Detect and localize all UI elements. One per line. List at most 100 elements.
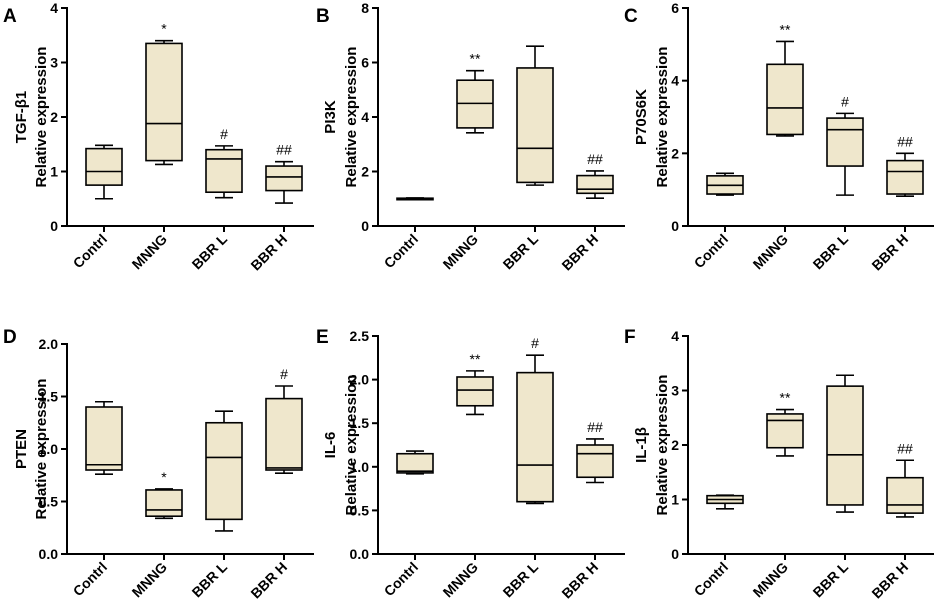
x-tick-label: BBR H [868,559,911,602]
y-axis-title: IL-1β [633,427,650,463]
box-mnng: ** [456,351,494,416]
box-contrl [85,144,123,200]
x-tick-label: MNNG [440,231,482,273]
box-bbr-l [205,410,243,532]
box-bbr-l: # [826,93,864,196]
significance-marker: ## [587,151,603,167]
y-axis-label: Relative expression [654,375,671,516]
significance-marker: # [841,93,849,109]
y-tick-label: 1.0 [39,441,59,457]
x-tick-label: BBR L [500,230,542,272]
iqr-box [456,376,494,407]
x-tick-label: BBR L [500,558,542,600]
significance-marker: ## [587,419,603,435]
y-tick-label: 8 [361,0,369,16]
panel-letter: F [624,327,636,348]
significance-marker: ** [470,51,481,67]
iqr-box [576,174,614,195]
y-tick-label: 2 [671,437,679,453]
significance-marker: * [161,21,167,37]
iqr-box [766,413,804,449]
y-tick-label: 3 [50,55,58,71]
y-tick-label: 4 [671,328,679,344]
y-tick-label: 2 [361,164,369,180]
panel-a: A TGF-β1 Relative expression 0 1 2 3 4 Contrl * MN… [3,0,314,273]
y-tick-label: 1 [50,164,58,180]
box-contrl [85,400,123,476]
iqr-box [826,117,864,167]
box-bbr-l: # [205,126,243,199]
x-tick-label: Contrl [70,231,110,271]
iqr-box [826,385,864,506]
y-tick-label: 0.5 [350,502,370,518]
x-tick-label: BBR L [189,230,231,272]
x-tick-label: BBR L [810,558,852,600]
y-tick-label: 1.5 [350,415,370,431]
y-axis-title: PI3K [322,100,339,134]
y-tick-label: 0 [671,218,679,234]
panel-letter: B [316,6,330,27]
y-tick-label: 4 [50,0,58,16]
x-tick-label: BBR H [558,231,601,274]
y-axis-label: Relative expression [343,47,360,188]
y-tick-label: 0 [361,218,369,234]
box-mnng: ** [766,21,804,137]
significance-marker: ** [470,351,481,367]
y-axis-title: TGF-β1 [13,91,30,144]
box-contrl [396,197,434,201]
iqr-box [516,371,554,503]
y-axis-label: Relative expression [343,375,360,516]
x-tick-label: BBR L [189,558,231,600]
y-tick-label: 0.0 [350,546,370,562]
x-tick-label: Contrl [381,231,421,271]
box-mnng: ** [456,51,494,134]
panel-letter: D [3,327,17,348]
box-mnng: * [145,21,183,166]
iqr-box [576,444,614,479]
box-bbr-l [516,45,554,186]
x-tick-label: Contrl [691,231,731,271]
significance-marker: # [531,335,539,351]
significance-marker: ** [780,390,791,406]
y-tick-label: 3 [671,383,679,399]
significance-marker: # [280,366,288,382]
iqr-box [145,42,183,162]
y-tick-label: 0.5 [39,494,59,510]
y-tick-label: 4 [671,73,679,89]
y-tick-label: 6 [671,0,679,16]
x-tick-label: Contrl [70,559,110,599]
iqr-box [516,67,554,184]
y-tick-label: 0 [671,546,679,562]
y-axis-label: Relative expression [33,379,50,520]
iqr-box [85,406,123,471]
box-bbr-h: ## [886,440,924,518]
y-tick-label: 6 [361,55,369,71]
x-tick-label: MNNG [750,559,792,601]
panel-letter: C [624,6,638,27]
y-tick-label: 4 [361,109,369,125]
iqr-box [205,421,243,521]
panel-c: C P70S6K Relative expression 0 2 4 6 Contrl ** MN… [624,0,934,273]
y-axis-title: P70S6K [633,89,650,145]
panel-letter: A [3,6,17,27]
y-axis-title: PTEN [13,429,30,469]
y-tick-label: 0.0 [39,546,59,562]
significance-marker: * [161,469,167,485]
box-bbr-h: ## [886,133,924,198]
significance-marker: # [220,126,228,142]
box-contrl [396,450,434,475]
box-mnng: ** [766,390,804,457]
significance-marker: ** [780,21,791,37]
box-bbr-h: ## [576,151,614,200]
box-bbr-h: # [265,366,303,474]
x-tick-label: BBR H [247,231,290,274]
iqr-box [265,397,303,471]
x-tick-label: BBR H [247,559,290,602]
panel-f: F IL-1β Relative expression 0 1 2 3 4 Contrl ** MN… [624,327,934,601]
box-bbr-h: ## [265,142,303,204]
y-tick-label: 2.0 [39,336,59,352]
iqr-box [85,147,123,186]
x-tick-label: MNNG [750,231,792,273]
iqr-box [145,489,183,518]
